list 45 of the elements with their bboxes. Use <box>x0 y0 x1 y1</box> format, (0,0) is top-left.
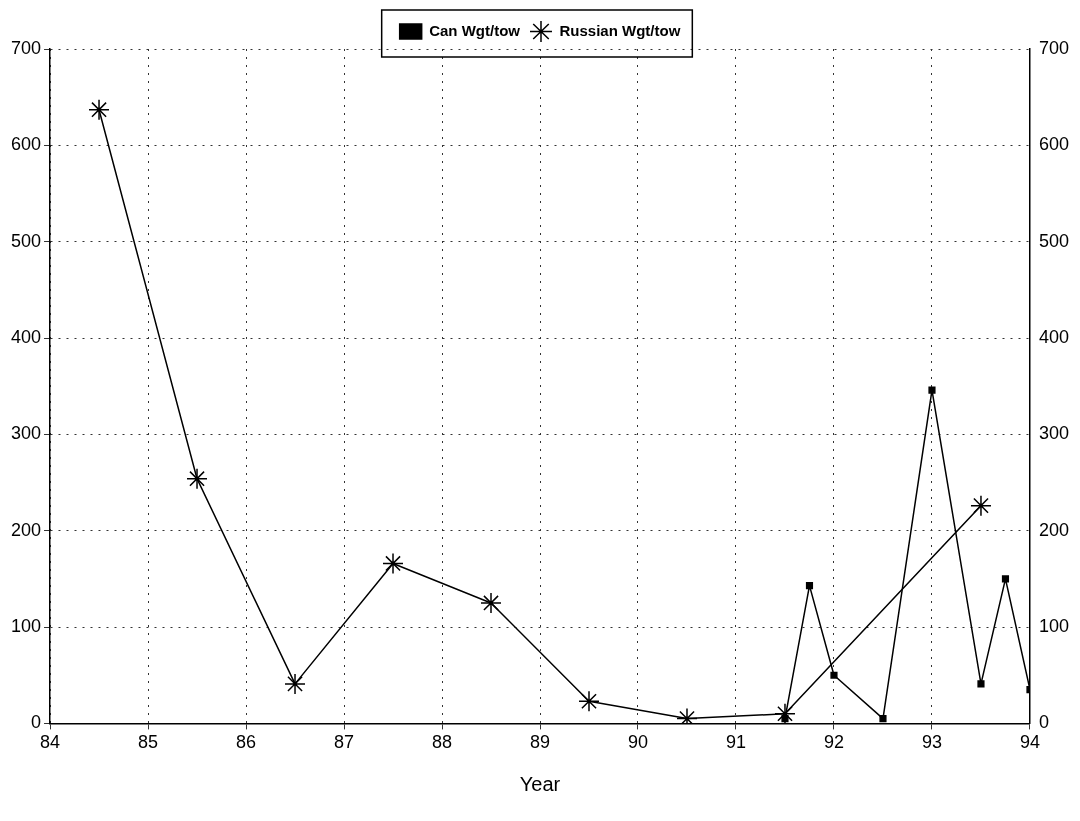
y2-tick-label: 100 <box>1038 616 1070 637</box>
point <box>88 98 110 121</box>
y2-tick-label: 400 <box>1038 327 1070 347</box>
y-tick-label: 400 <box>10 327 42 347</box>
x-tick-label: 84 <box>40 732 61 753</box>
x-tick-label: 85 <box>138 732 159 753</box>
x-tick-label: 92 <box>823 732 844 753</box>
x-tick-label: 87 <box>334 732 355 753</box>
x-tick-label: 89 <box>529 732 551 753</box>
point <box>382 552 404 575</box>
y-tick-label: 300 <box>10 423 42 444</box>
point <box>970 494 992 517</box>
point <box>480 592 502 614</box>
x-axis-title: Year <box>519 772 561 795</box>
point <box>774 703 796 724</box>
point <box>928 386 936 394</box>
point <box>781 715 789 723</box>
y-tick-label: 500 <box>10 230 42 251</box>
y-tick-label: 100 <box>10 616 42 637</box>
x-tick-label: 94 <box>1019 732 1040 753</box>
x-tick-label: 90 <box>627 732 649 753</box>
y2-tick-label: 200 <box>1038 519 1070 540</box>
y-tick-label: 600 <box>10 134 42 155</box>
point <box>186 467 208 490</box>
y2-tick-label: 300 <box>1038 423 1070 444</box>
point <box>879 715 887 723</box>
point <box>830 671 838 679</box>
y2-tick-label: 500 <box>1038 230 1070 251</box>
legend-label: Can Wgt/tow <box>429 21 521 39</box>
x-tick-label: 88 <box>431 732 453 753</box>
y-tick-label: 0 <box>31 712 42 733</box>
point <box>1001 575 1010 583</box>
x-tick-label: 86 <box>236 732 257 753</box>
point <box>977 680 985 688</box>
point <box>805 582 814 590</box>
y-tick-label: 700 <box>10 37 42 58</box>
y-tick-label: 200 <box>10 519 42 540</box>
x-tick-label: 91 <box>725 732 746 753</box>
y2-tick-label: 600 <box>1038 134 1070 155</box>
x-tick-label: 93 <box>921 732 942 753</box>
legend-label: Russian Wgt/tow <box>559 21 681 39</box>
point <box>284 673 306 695</box>
point <box>578 690 600 712</box>
y2-tick-label: 0 <box>1038 712 1049 733</box>
y2-tick-label: 700 <box>1038 37 1070 58</box>
